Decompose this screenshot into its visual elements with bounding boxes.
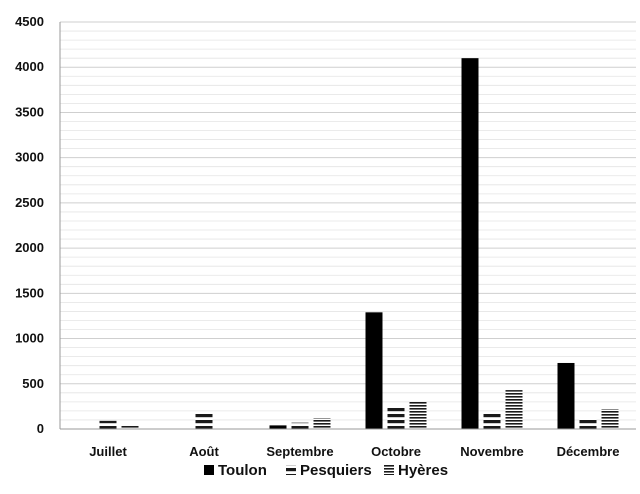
bar-pesquiers-5 — [579, 419, 597, 429]
bar-toulon-4 — [461, 58, 479, 430]
x-category-label: Octobre — [371, 444, 421, 459]
y-tick-label: 500 — [22, 376, 44, 391]
legend-item: Hyères — [384, 462, 448, 479]
y-tick-label: 4000 — [15, 59, 44, 74]
x-category-label: Août — [189, 444, 219, 459]
x-category-label: Juillet — [89, 444, 127, 459]
axes — [59, 22, 636, 430]
bar-pesquiers-1 — [195, 413, 213, 429]
legend-item: Toulon — [204, 462, 267, 479]
bar-pesquiers-3 — [387, 407, 405, 429]
legend-label: Toulon — [218, 462, 267, 479]
legend-label: Pesquiers — [300, 462, 372, 479]
legend-swatch — [286, 465, 296, 475]
bar-hyeres-5 — [601, 409, 619, 429]
y-tick-label: 0 — [37, 421, 44, 436]
y-tick-labels: 0 500 1000 1500 2000 2500 3000 3500 4000 4500 — [15, 14, 44, 436]
y-tick-label: 3000 — [15, 150, 44, 165]
legend: Toulon Pesquiers Hyères — [204, 462, 448, 479]
bar-hyeres-0 — [121, 425, 139, 429]
legend-item: Pesquiers — [286, 462, 372, 479]
gridlines — [60, 21, 636, 421]
y-tick-label: 2000 — [15, 240, 44, 255]
bar-hyeres-2 — [313, 418, 331, 429]
x-category-label: Décembre — [557, 444, 620, 459]
y-tick-label: 1000 — [15, 331, 44, 346]
y-tick-label: 2500 — [15, 195, 44, 210]
bar-pesquiers-2 — [291, 422, 309, 429]
bar-hyeres-4 — [505, 390, 523, 429]
bars — [99, 58, 619, 430]
legend-swatch — [204, 465, 214, 475]
x-category-labels: Juillet Août Septembre Octobre Novembre Décem… — [89, 444, 619, 459]
bar-toulon-2 — [269, 425, 287, 429]
bar-pesquiers-0 — [99, 420, 117, 429]
bar-hyeres-3 — [409, 401, 427, 429]
legend-swatch — [384, 465, 394, 475]
y-tick-label: 3500 — [15, 104, 44, 119]
x-category-label: Septembre — [266, 444, 333, 459]
y-tick-label: 4500 — [15, 14, 44, 29]
y-tick-label: 1500 — [15, 285, 44, 300]
bar-toulon-5 — [557, 362, 575, 429]
bar-pesquiers-4 — [483, 413, 501, 429]
x-category-label: Novembre — [460, 444, 524, 459]
bar-toulon-3 — [365, 312, 383, 429]
legend-label: Hyères — [398, 462, 448, 479]
